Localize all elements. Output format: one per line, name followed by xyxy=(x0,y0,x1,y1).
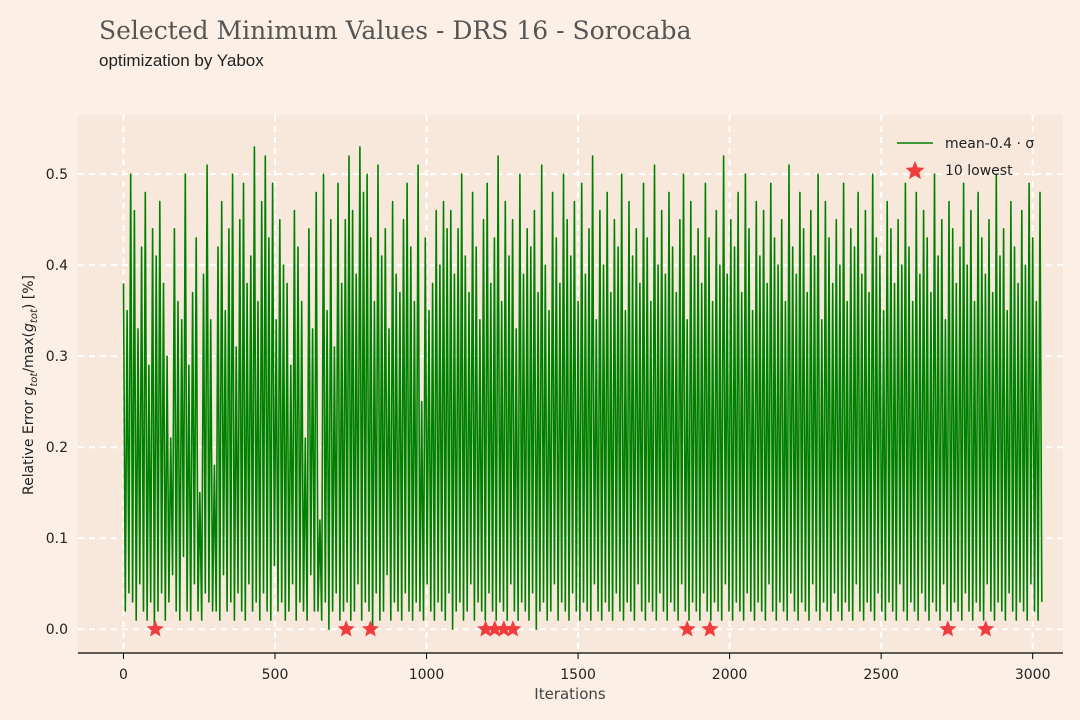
x-tick-label: 2500 xyxy=(863,667,899,683)
series-line-mean xyxy=(122,146,1043,631)
x-tick-label: 2000 xyxy=(712,667,748,683)
y-tick-label: 0.3 xyxy=(46,349,68,365)
legend-star-swatch xyxy=(905,161,925,180)
x-tick-label: 1000 xyxy=(409,667,445,683)
lowest-point-star xyxy=(486,620,504,637)
lowest-point-star xyxy=(337,620,355,637)
x-tick-label: 3000 xyxy=(1015,667,1051,683)
x-tick-label: 500 xyxy=(262,667,289,683)
lowest-point-star xyxy=(495,620,513,637)
x-tick-label: 1500 xyxy=(560,667,596,683)
x-tick-labels: 0 500 1000 1500 2000 2500 3000 xyxy=(119,653,1051,683)
y-axis-label: Relative Error gtot/max(gtot) [%] xyxy=(21,275,40,495)
y-tick-label: 0.4 xyxy=(46,258,68,274)
legend-label-lowest: 10 lowest xyxy=(945,163,1013,179)
lowest-point-star xyxy=(678,620,696,637)
y-tick-label: 0.5 xyxy=(46,167,68,183)
lowest-point-star xyxy=(939,620,957,637)
y-tick-labels: 0.0 0.1 0.2 0.3 0.4 0.5 xyxy=(46,167,68,638)
lowest-point-star xyxy=(504,620,522,637)
series-lines xyxy=(122,146,1043,631)
lowest-point-star xyxy=(146,620,164,637)
legend-label-mean: mean-0.4 · σ xyxy=(945,136,1034,152)
lowest-point-star xyxy=(977,620,995,637)
y-tick-label: 0.0 xyxy=(46,622,68,638)
lowest-point-star xyxy=(701,620,719,637)
chart-title: Selected Minimum Values - DRS 16 - Soroc… xyxy=(99,16,692,45)
y-tick-label: 0.2 xyxy=(46,440,68,456)
lowest-point-star xyxy=(477,620,495,637)
minimum-markers xyxy=(146,620,995,637)
lowest-point-star xyxy=(361,620,379,637)
chart-subtitle: optimization by Yabox xyxy=(99,51,264,70)
x-axis-label: Iterations xyxy=(534,685,606,703)
x-tick-label: 0 xyxy=(119,667,128,683)
legend: mean-0.4 · σ 10 lowest xyxy=(897,136,1034,180)
y-tick-label: 0.1 xyxy=(46,531,68,547)
